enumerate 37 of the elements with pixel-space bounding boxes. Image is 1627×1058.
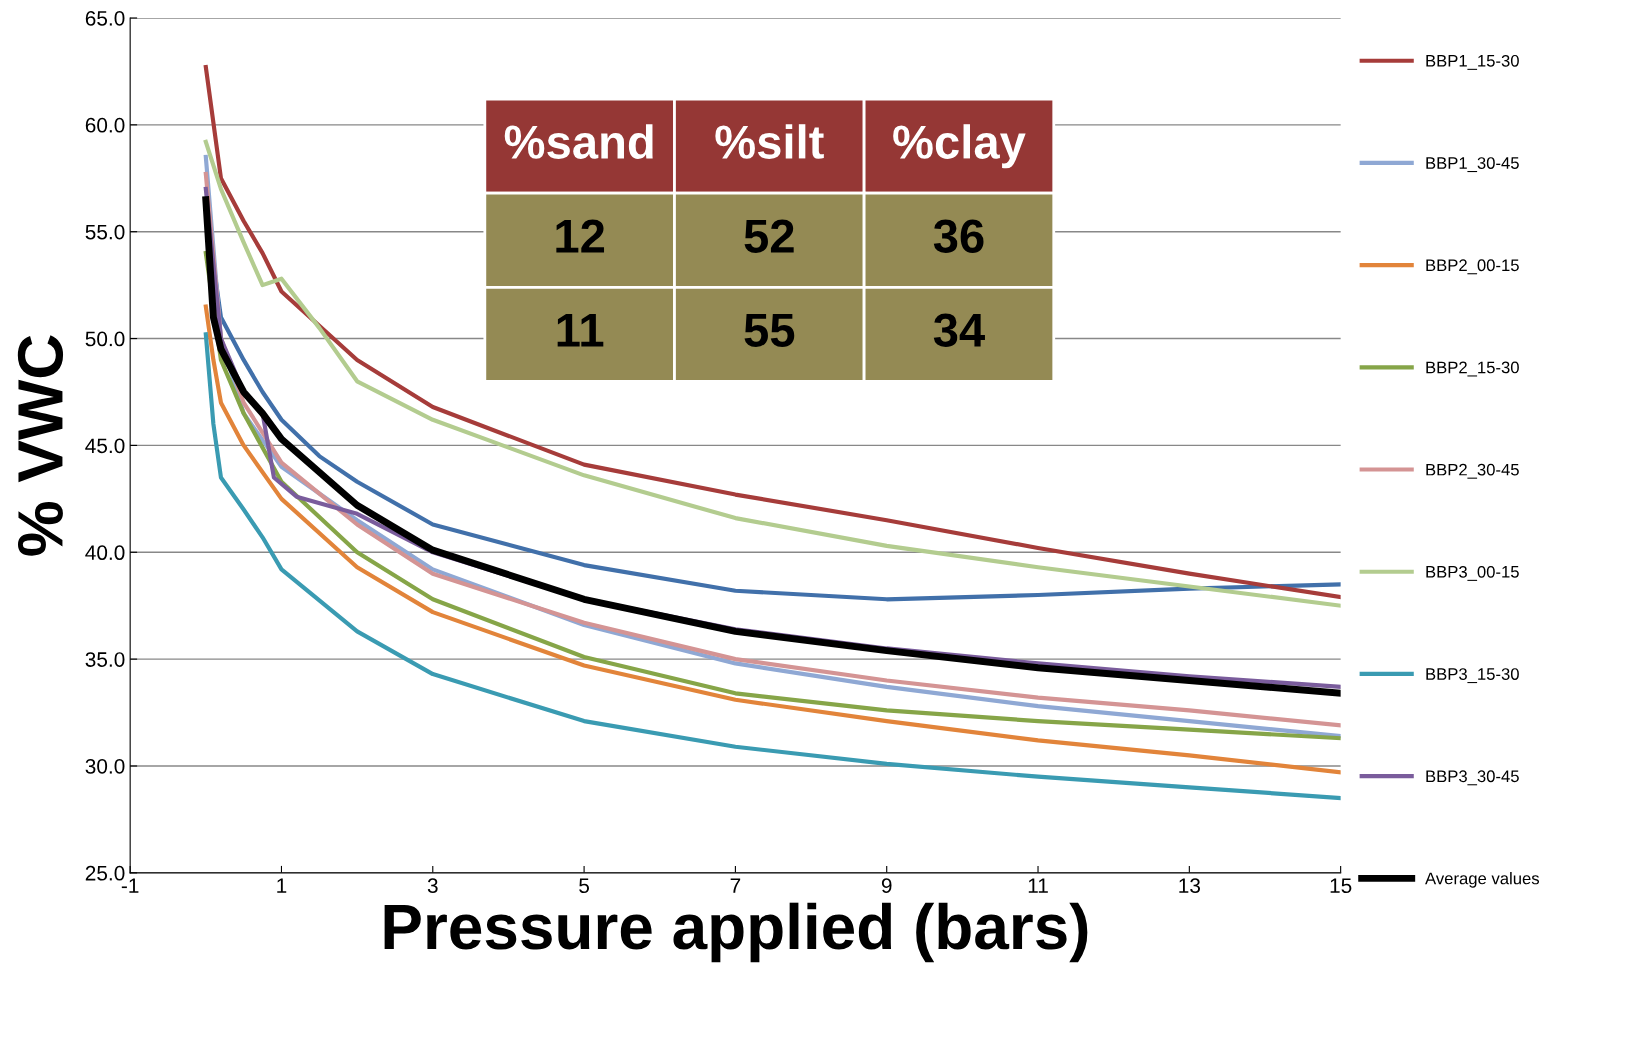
- y-axis-title: % VWC: [17, 335, 64, 556]
- y-tick-label: 30.0: [85, 758, 125, 774]
- legend-label: BBP3_15-30: [1426, 668, 1519, 684]
- annotation: 11: [557, 314, 604, 347]
- annotation: 52: [744, 219, 794, 253]
- annotation: 34: [933, 313, 985, 348]
- x-axis-title: Pressure applied (bars): [384, 902, 1088, 963]
- x-tick-label: 5: [579, 878, 590, 894]
- x-tick-label: 11: [1028, 878, 1048, 893]
- annotation: 55: [744, 314, 795, 347]
- legend-label: BBP3_30-45: [1426, 770, 1519, 786]
- annotation: %clay: [893, 124, 1026, 169]
- x-tick-label: 9: [881, 878, 892, 894]
- x-tick-label: 13: [1179, 878, 1201, 894]
- annotation: 36: [933, 219, 984, 253]
- legend-label: BBP1_30-45: [1426, 157, 1519, 173]
- y-tick-label: 50.0: [85, 331, 125, 347]
- legend-label: BBP2_15-30: [1426, 361, 1519, 377]
- y-tick-label: 35.0: [85, 652, 125, 667]
- x-tick-label: 15: [1330, 878, 1352, 894]
- line-series: [203, 65, 1341, 600]
- y-tick-label: 55.0: [85, 224, 125, 240]
- x-tick-label: 3: [427, 878, 438, 894]
- legend-label: BBP2_30-45: [1426, 463, 1519, 479]
- legend-label: BBP1_15-30: [1426, 54, 1519, 70]
- annotation: %sand: [504, 124, 653, 159]
- annotation: %silt: [715, 124, 824, 159]
- annotation: 12: [556, 219, 605, 253]
- y-tick-label: 40.0: [85, 545, 125, 561]
- legend-label: Average values: [1425, 872, 1540, 888]
- x-tick-label: 1: [277, 878, 287, 893]
- y-tick-label: 65.0: [85, 10, 125, 26]
- x-tick-label: 7: [730, 878, 741, 893]
- legend-label: BBP2_00-15: [1426, 259, 1519, 275]
- y-tick-label: 45.0: [85, 438, 125, 454]
- legend-label: BBP3_00-15: [1426, 565, 1519, 581]
- y-tick-label: 60.0: [85, 117, 125, 133]
